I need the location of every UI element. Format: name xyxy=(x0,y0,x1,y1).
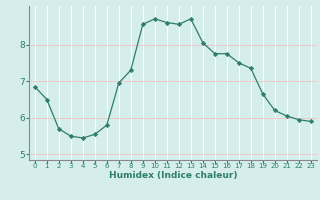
X-axis label: Humidex (Indice chaleur): Humidex (Indice chaleur) xyxy=(108,171,237,180)
